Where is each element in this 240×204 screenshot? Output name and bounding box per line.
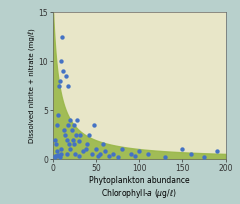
Point [56,113,60,117]
Point [65,138,69,141]
Point [58,155,62,159]
Point [64,74,68,78]
Point [66,84,70,87]
Point [189,153,193,156]
Point [70,128,74,131]
Point [180,148,184,151]
Point [61,69,65,73]
Point [60,148,63,151]
Point [215,150,219,153]
Point [77,155,81,158]
Point [54,155,58,158]
Point [90,153,94,156]
Point [96,155,100,158]
Point [68,118,72,122]
Point [56,154,60,157]
Point [77,140,81,143]
Point [55,150,59,153]
Point [55,123,59,126]
Point [57,155,61,158]
Point [59,153,62,156]
Point [60,35,64,38]
Point [68,148,72,151]
Point [92,123,96,126]
Point [116,155,120,159]
Point [72,143,76,146]
Point [54,155,57,158]
Point [60,60,63,63]
Point [202,155,206,159]
Point [53,138,56,141]
Point [81,150,85,153]
Point [94,148,98,151]
Point [66,153,69,156]
Point [133,155,137,158]
Point [163,155,167,159]
Point [75,118,79,122]
Point [62,128,66,131]
Point [67,143,71,146]
Point [71,138,75,141]
Point [129,153,132,156]
Point [74,133,78,136]
Point [84,148,88,151]
Point [98,153,102,156]
X-axis label: Phytoplankton abundance
Chlorophyll-$\mathit{a}$ ($\mu$g/$\mathit{\ell}$): Phytoplankton abundance Chlorophyll-$\ma… [89,176,190,200]
Point [58,79,62,82]
Point [146,153,150,156]
Point [87,133,91,136]
Point [57,84,61,87]
Point [53,155,56,159]
Point [103,150,107,153]
Point [111,153,115,156]
Point [85,143,89,146]
Point [120,148,124,151]
Point [101,143,105,146]
Point [137,150,141,153]
Point [78,133,82,136]
Y-axis label: Dissolved nitrite + nitrate (mg/ℓ): Dissolved nitrite + nitrate (mg/ℓ) [28,28,36,143]
Point [63,133,67,136]
Point [54,143,58,146]
Point [107,155,111,158]
Point [72,123,76,126]
Point [73,153,77,156]
Point [66,123,70,126]
